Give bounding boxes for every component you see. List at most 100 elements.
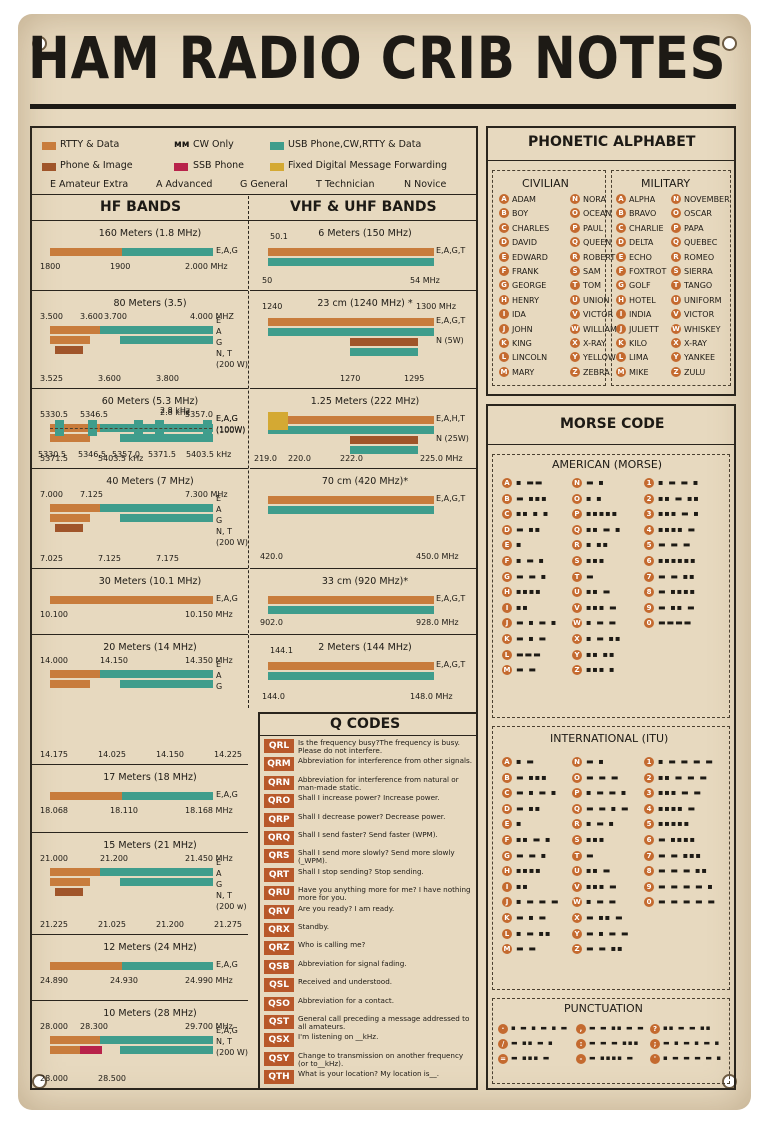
tick-label: 7.175: [156, 554, 179, 563]
band-segment: [120, 514, 213, 522]
letter-badge: B: [502, 493, 512, 504]
morse-code: ▪ ▬ ▬ ▬ ▬: [658, 757, 714, 766]
digit-badge: 1: [644, 478, 654, 488]
tick-label: 14.350 MHz: [185, 656, 233, 665]
letter-badge: J: [616, 323, 626, 334]
band-name: 60 Meters (5.3 MHz): [101, 396, 199, 407]
letter-badge: T: [570, 280, 580, 291]
license-label: N (5W): [436, 336, 464, 345]
letter-badge: P: [570, 222, 580, 233]
morse-code: ▬: [586, 850, 595, 860]
punct-badge: ,: [576, 1024, 586, 1034]
morse-code: ▪▪▪: [586, 835, 606, 844]
license-label: E,A,G: [216, 414, 238, 423]
letter-badge: U: [570, 294, 580, 305]
tick-label: 3.700: [104, 312, 127, 321]
tick-label: 21.025: [98, 920, 126, 929]
q-code-desc: Abbreviation for interference from other…: [298, 756, 473, 766]
band-name: 1.25 Meters (222 MHz): [310, 396, 420, 407]
license-label: E,A,G,T: [436, 316, 466, 325]
license-label: E: [216, 316, 222, 325]
band-segment: [268, 258, 434, 266]
tick-label: 5403.5 kHz: [98, 454, 144, 463]
tick-label: 21.200: [100, 854, 128, 863]
tick-label: 24.930: [110, 976, 138, 985]
band-name: 2 Meters (144 MHz): [318, 642, 412, 653]
military-word: PAPA: [684, 223, 704, 233]
morse-code: ▪▪▪▪▪▪: [658, 556, 697, 565]
letter-badge: J: [502, 618, 512, 629]
letter-badge: X: [572, 634, 582, 644]
letter-badge: N: [570, 194, 580, 204]
band-segment: [268, 496, 434, 504]
tick-label: 222.0: [340, 454, 363, 463]
tick-label: 1295: [404, 374, 425, 383]
morse-code: ▬ ▬ ▪ ▬: [586, 803, 630, 813]
morse-code: ▪▪ ▬ ▪: [516, 835, 552, 844]
digit-badge: 0: [644, 618, 654, 629]
morse-code: ▬ ▬ ▪▪▪: [658, 850, 702, 860]
license-label: A: [216, 869, 222, 878]
morse-code: ▪ ▬ ▬ ▪: [586, 788, 628, 798]
military-word: INDIA: [629, 310, 652, 320]
legend-ssb-label: SSB Phone: [193, 160, 245, 171]
legend-class-technician: T Technician: [316, 179, 375, 190]
digit-badge: 2: [644, 772, 654, 783]
legend-rtty-swatch: [42, 142, 56, 150]
tick-label: 5330.5: [40, 410, 68, 419]
letter-badge: R: [671, 251, 681, 262]
band-segment: [50, 670, 110, 678]
q-code-badge: QTH: [264, 1070, 294, 1085]
tick-label: 2.000 MHz: [185, 262, 228, 271]
letter-badge: H: [502, 866, 512, 877]
band-segment: [268, 248, 434, 256]
digit-badge: 4: [644, 524, 654, 535]
license-label: N (25W): [436, 434, 469, 443]
tick-label: 928.0 MHz: [416, 618, 459, 627]
band-segment: [80, 1046, 102, 1054]
tick-label: 7.000: [40, 490, 63, 499]
letter-badge: E: [616, 251, 626, 262]
american-title: AMERICAN (MORSE): [552, 458, 663, 471]
morse-code: ▪▪▪▪ ▬: [658, 524, 697, 534]
military-title: MILITARY: [641, 177, 691, 190]
mount-hole-icon: [722, 36, 737, 51]
military-word: FOXTROT: [629, 267, 667, 276]
digit-badge: 9: [644, 602, 654, 613]
band-segment: [50, 514, 90, 522]
band-segment: [122, 962, 213, 970]
morse-code: ▬: [586, 571, 595, 581]
military-word: SIERRA: [684, 267, 713, 276]
license-label: E,A,G: [216, 960, 238, 969]
morse-code: ▪▪ ▬ ▬ ▪▪: [663, 1024, 712, 1032]
tick-label: 50.1: [270, 232, 288, 241]
civilian-word: OCEAN: [583, 209, 612, 219]
license-label: E,A,G,T: [436, 494, 466, 503]
band-divider: [250, 634, 476, 635]
band-divider: [250, 568, 476, 569]
tick-label: 450.0 MHz: [416, 552, 459, 561]
legend-class-advanced: A Advanced: [156, 179, 213, 190]
civilian-word: QUEEN: [583, 238, 612, 248]
q-code-badge: QSY: [264, 1051, 294, 1066]
morse-code: ▬ ▪▪: [516, 803, 542, 813]
morse-code: ▪ ▬ ▬ ▪: [658, 478, 700, 487]
legend-class-novice: N Novice: [404, 179, 447, 190]
band-segment: [268, 318, 434, 326]
tick-label: 18.168 MHz: [185, 806, 233, 815]
tick-label: 3.800: [156, 374, 179, 383]
band-note: 2.8 kHz: [160, 406, 191, 415]
tick-label: 21.000: [40, 854, 68, 863]
license-label: E: [216, 858, 222, 867]
q-code-desc: Who is calling me?: [298, 940, 366, 950]
punctuation-title: PUNCTUATION: [564, 1002, 643, 1015]
letter-badge: L: [502, 928, 512, 939]
band-divider: [32, 468, 248, 469]
letter-badge: Z: [671, 366, 681, 377]
morse-code: ▬ ▪ ▬ ▪: [516, 788, 558, 798]
morse-code: ▪▪▪▪: [516, 866, 542, 876]
band-segment: [55, 524, 83, 532]
morse-panel: [486, 404, 736, 1090]
letter-badge: T: [572, 850, 582, 861]
letter-badge: C: [616, 222, 626, 233]
